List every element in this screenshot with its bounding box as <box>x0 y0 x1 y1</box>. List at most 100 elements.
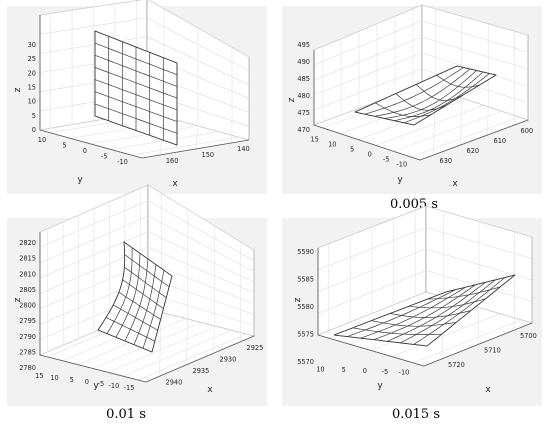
y-tick-label: -5 <box>383 156 390 164</box>
y-tick-label: 10 <box>38 136 46 144</box>
y-tick-label: -15 <box>124 384 135 392</box>
axis-line <box>313 124 421 161</box>
y-grid-line <box>411 116 520 158</box>
y-tick-label: 0 <box>85 378 89 386</box>
mesh-line <box>354 65 458 113</box>
y-axis-label: y <box>377 381 383 391</box>
z-tick-label: 2790 <box>19 333 36 341</box>
z-tick-label: 5 <box>32 112 36 120</box>
z-tick-label: 490 <box>297 58 310 66</box>
mesh-line <box>354 111 415 126</box>
z-tick-label: 5580 <box>297 303 314 311</box>
mesh-line <box>375 102 431 117</box>
mesh-line <box>445 274 516 293</box>
x-tick-label: 150 <box>202 151 215 159</box>
y-tick-label: 5 <box>350 146 354 154</box>
y-axis-label: y <box>397 175 403 185</box>
z-grid-line <box>313 20 423 66</box>
x-tick-label: 140 <box>237 145 250 153</box>
surface-plot-3: 2780 2785 2790 2795 2800 2805 2810 2815 2820 2940… <box>7 184 267 422</box>
mesh-line <box>105 317 156 342</box>
y-grid-line <box>108 326 217 373</box>
x-tick-label: 600 <box>521 127 534 135</box>
mesh-line <box>94 67 178 99</box>
x-tick-label: 610 <box>494 137 507 145</box>
x-tick-label: 2935 <box>193 367 210 375</box>
mesh-line <box>389 310 472 318</box>
mesh-line <box>456 65 497 76</box>
y-grid-line <box>393 110 502 152</box>
z-axis-label: z <box>13 297 23 302</box>
y-tick-label: 15 <box>310 136 318 144</box>
mesh-line <box>333 334 428 347</box>
z-tick-label: 495 <box>297 41 310 49</box>
y-tick-label: -10 <box>109 382 120 390</box>
z-tick-label: 485 <box>297 75 310 83</box>
z-tick-label: 10 <box>28 98 36 106</box>
z-grid-line <box>147 200 255 262</box>
x-grid-line <box>186 319 189 365</box>
axis-line <box>145 335 255 383</box>
x-tick-label: 2930 <box>220 355 237 363</box>
surface-plot-2: 470 475 480 485 490 495 630 620 610 600 15 10 5 0 -5 -1… <box>282 4 542 212</box>
z-grid-line <box>147 215 255 272</box>
axis-line <box>419 119 529 161</box>
surface-plot-4: 5570 5575 5580 5585 5590 5720 5710 5700 10 5 0 -5 -1… <box>282 205 542 422</box>
mesh-line <box>97 241 126 331</box>
y-grid-line <box>375 105 484 146</box>
mesh-line <box>404 73 490 124</box>
x-tick-label: 160 <box>166 157 179 165</box>
z-grid-line <box>147 184 255 251</box>
x-axis-label: x <box>207 385 213 395</box>
x-tick-label: 5710 <box>484 347 501 355</box>
z-tick-label: 15 <box>28 84 36 92</box>
x-axis-label: x <box>485 385 491 395</box>
x-grid-line <box>460 98 463 146</box>
mesh-line <box>413 74 497 126</box>
mesh-line <box>364 67 464 115</box>
mesh-line <box>142 270 165 349</box>
y-grid-line <box>123 329 232 377</box>
z-grid-line <box>421 36 529 70</box>
mesh-line <box>113 304 158 331</box>
z-grid-line <box>147 231 255 283</box>
mesh-line <box>97 329 153 353</box>
x-grid-line <box>230 135 233 144</box>
z-tick-label: 5570 <box>297 358 314 366</box>
z-grid-line <box>313 68 423 111</box>
z-tick-label: 20 <box>28 69 36 77</box>
z-tick-label: 30 <box>28 41 36 49</box>
y-tick-label: -5 <box>101 153 108 161</box>
mesh-line <box>394 71 484 122</box>
z-tick-label: 0 <box>32 126 36 134</box>
mesh-line <box>122 279 164 309</box>
x-axis-label: x <box>172 179 178 189</box>
x-tick-label: 2925 <box>247 344 264 352</box>
x-tick-label: 2940 <box>166 378 183 386</box>
z-axis-label: z <box>287 97 297 102</box>
mesh-line <box>151 275 173 353</box>
z-grid-line <box>421 4 529 36</box>
z-grid-line <box>313 36 423 81</box>
z-tick-label: 2795 <box>19 317 36 325</box>
mesh-line <box>94 42 178 76</box>
surface-mesh <box>353 65 498 126</box>
z-grid-line <box>147 262 255 305</box>
y-grid-line <box>392 313 501 357</box>
mesh-line <box>94 54 178 87</box>
mesh-line <box>124 266 167 298</box>
y-tick-label: 0 <box>368 151 372 159</box>
y-grid-line <box>90 125 199 145</box>
y-tick-label: 10 <box>50 374 58 382</box>
z-tick-label: 475 <box>297 109 310 117</box>
y-tick-label: -5 <box>98 380 105 388</box>
x-grid-line <box>195 125 199 150</box>
z-axis-label: z <box>293 297 303 302</box>
surface-mesh <box>94 30 178 146</box>
mesh-line <box>94 115 178 146</box>
x-grid-line <box>477 307 480 345</box>
y-tick-label: 15 <box>35 372 43 380</box>
mesh-line <box>94 103 178 134</box>
z-tick-label: 480 <box>297 92 310 100</box>
y-tick-label: -10 <box>396 161 407 169</box>
